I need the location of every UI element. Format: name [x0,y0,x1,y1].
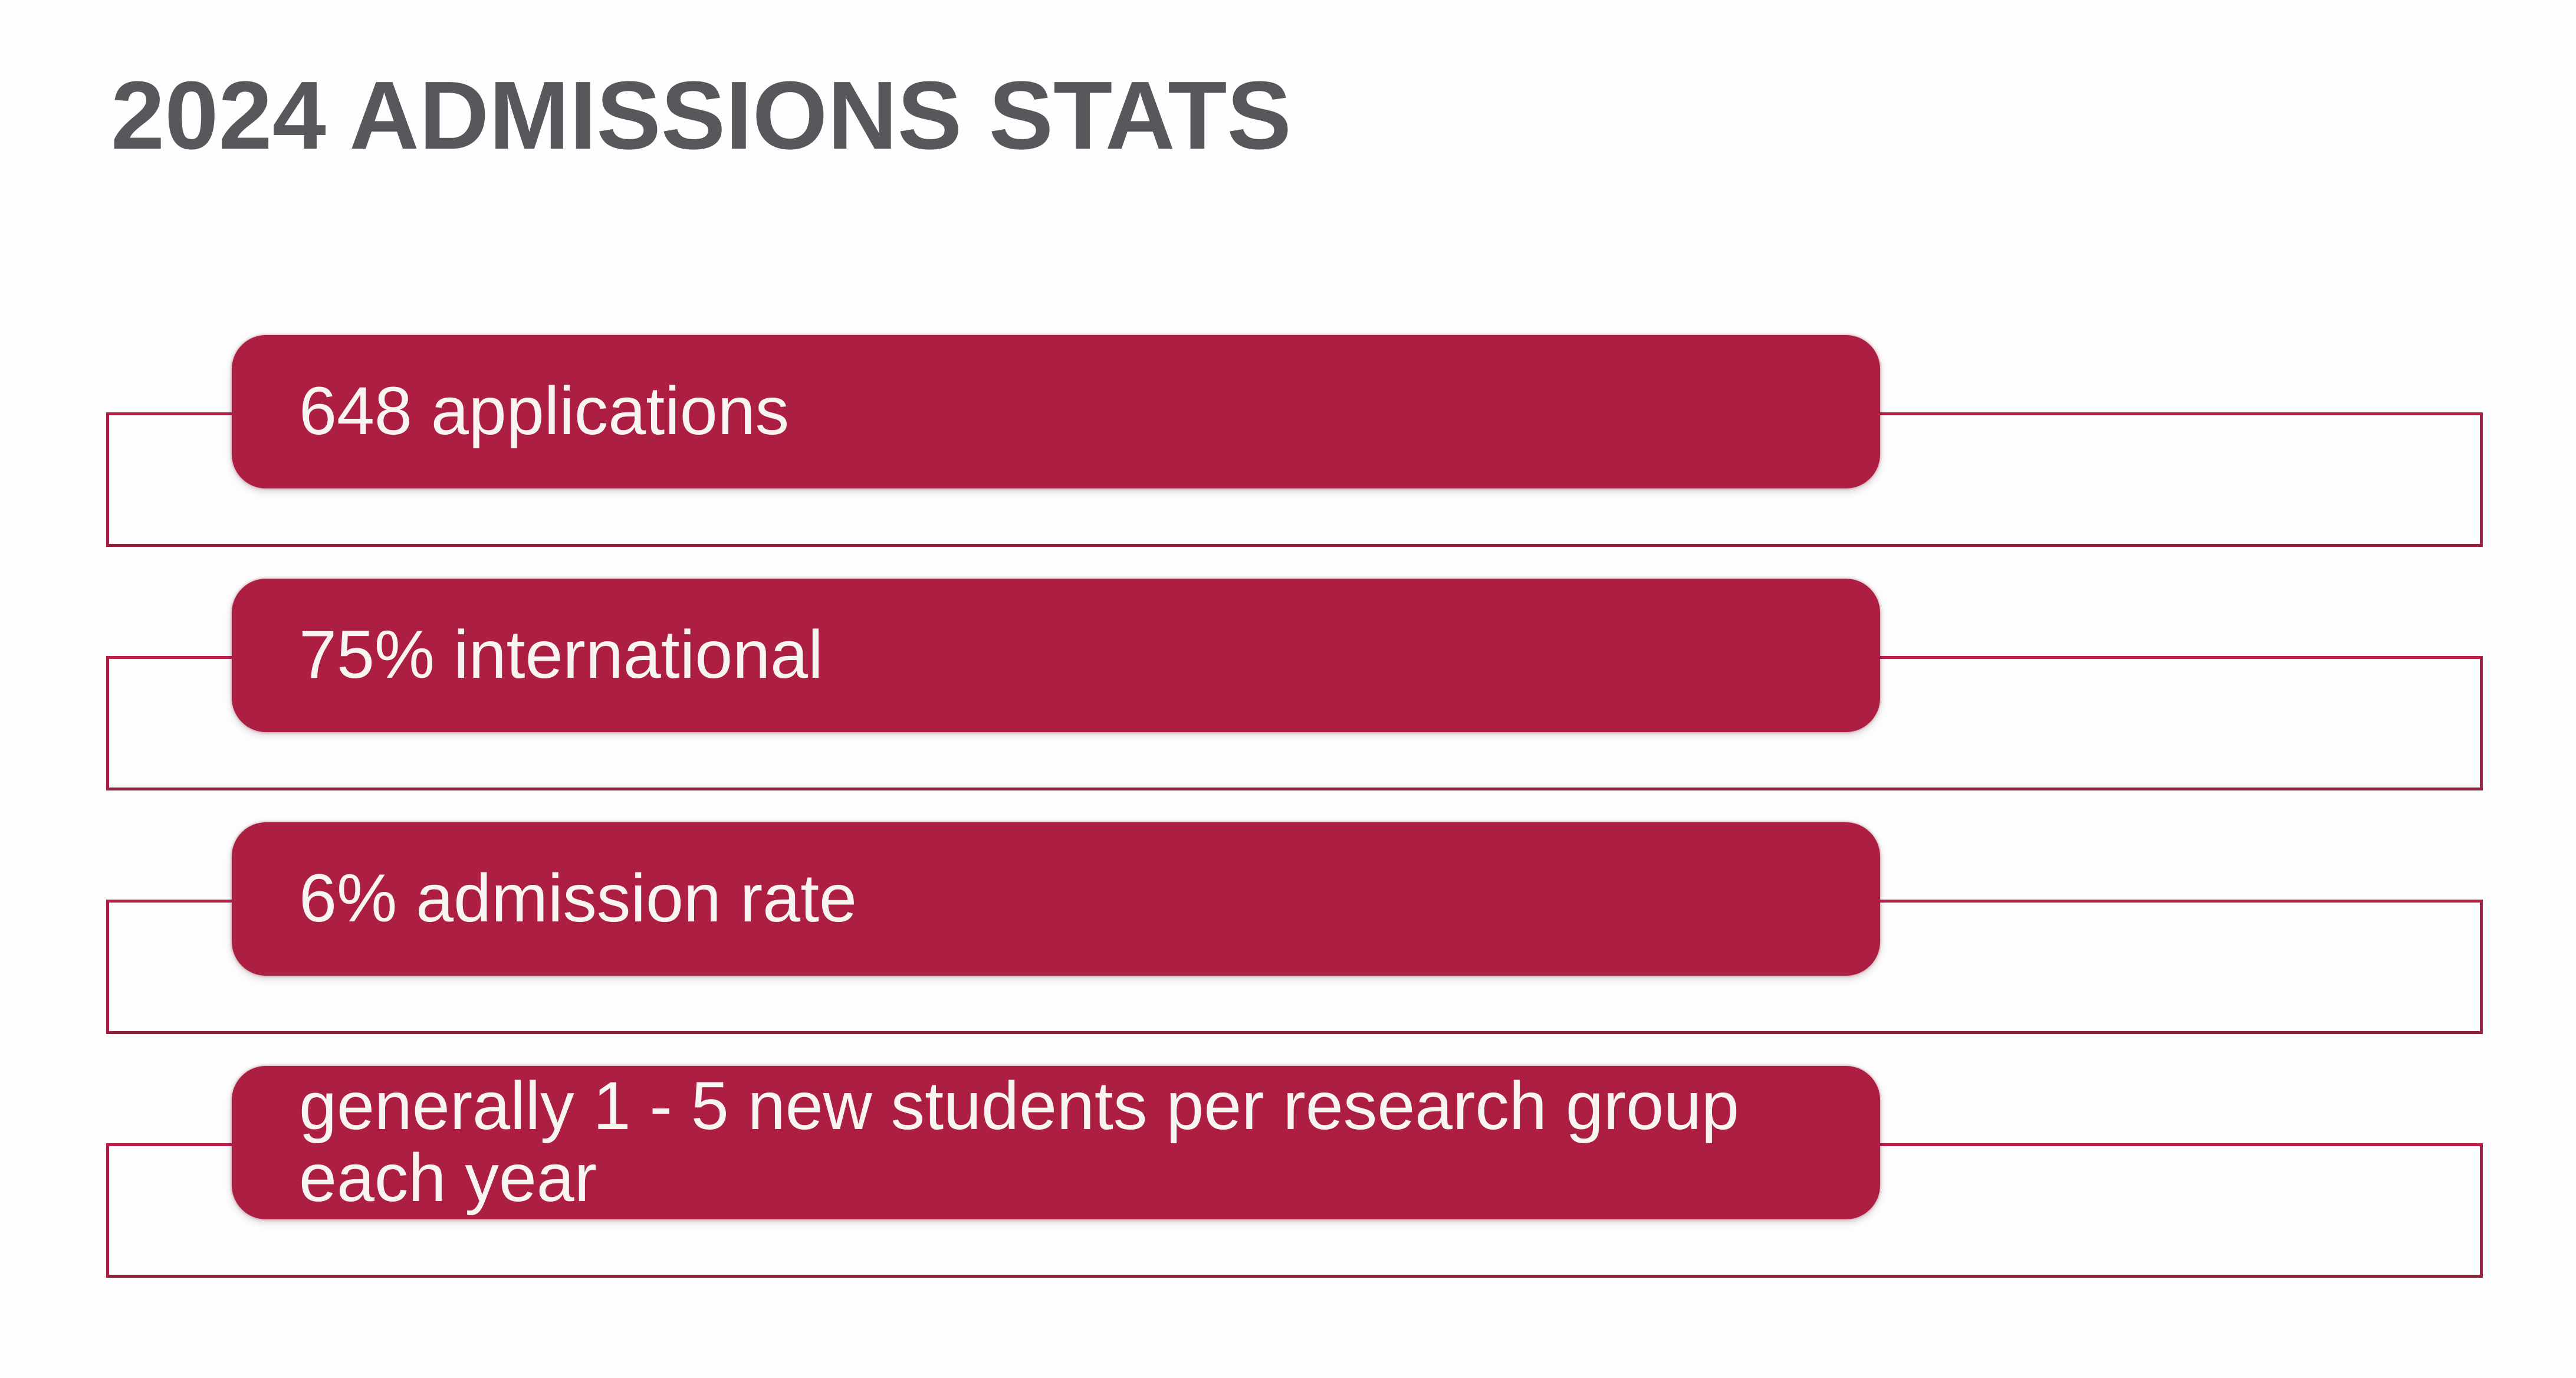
stat-pill: 6% admission rate [232,822,1880,976]
stat-pill: 75% international [232,579,1880,732]
stat-label: 75% international [299,617,823,693]
stat-label: 648 applications [299,373,790,450]
stat-pill: 648 applications [232,335,1880,488]
stat-pill: generally 1 - 5 new students per researc… [232,1066,1880,1219]
slide-title: 2024 ADMISSIONS STATS [111,61,1292,169]
stat-label: generally 1 - 5 new students per researc… [299,1068,1739,1216]
stat-label: 6% admission rate [299,861,857,937]
